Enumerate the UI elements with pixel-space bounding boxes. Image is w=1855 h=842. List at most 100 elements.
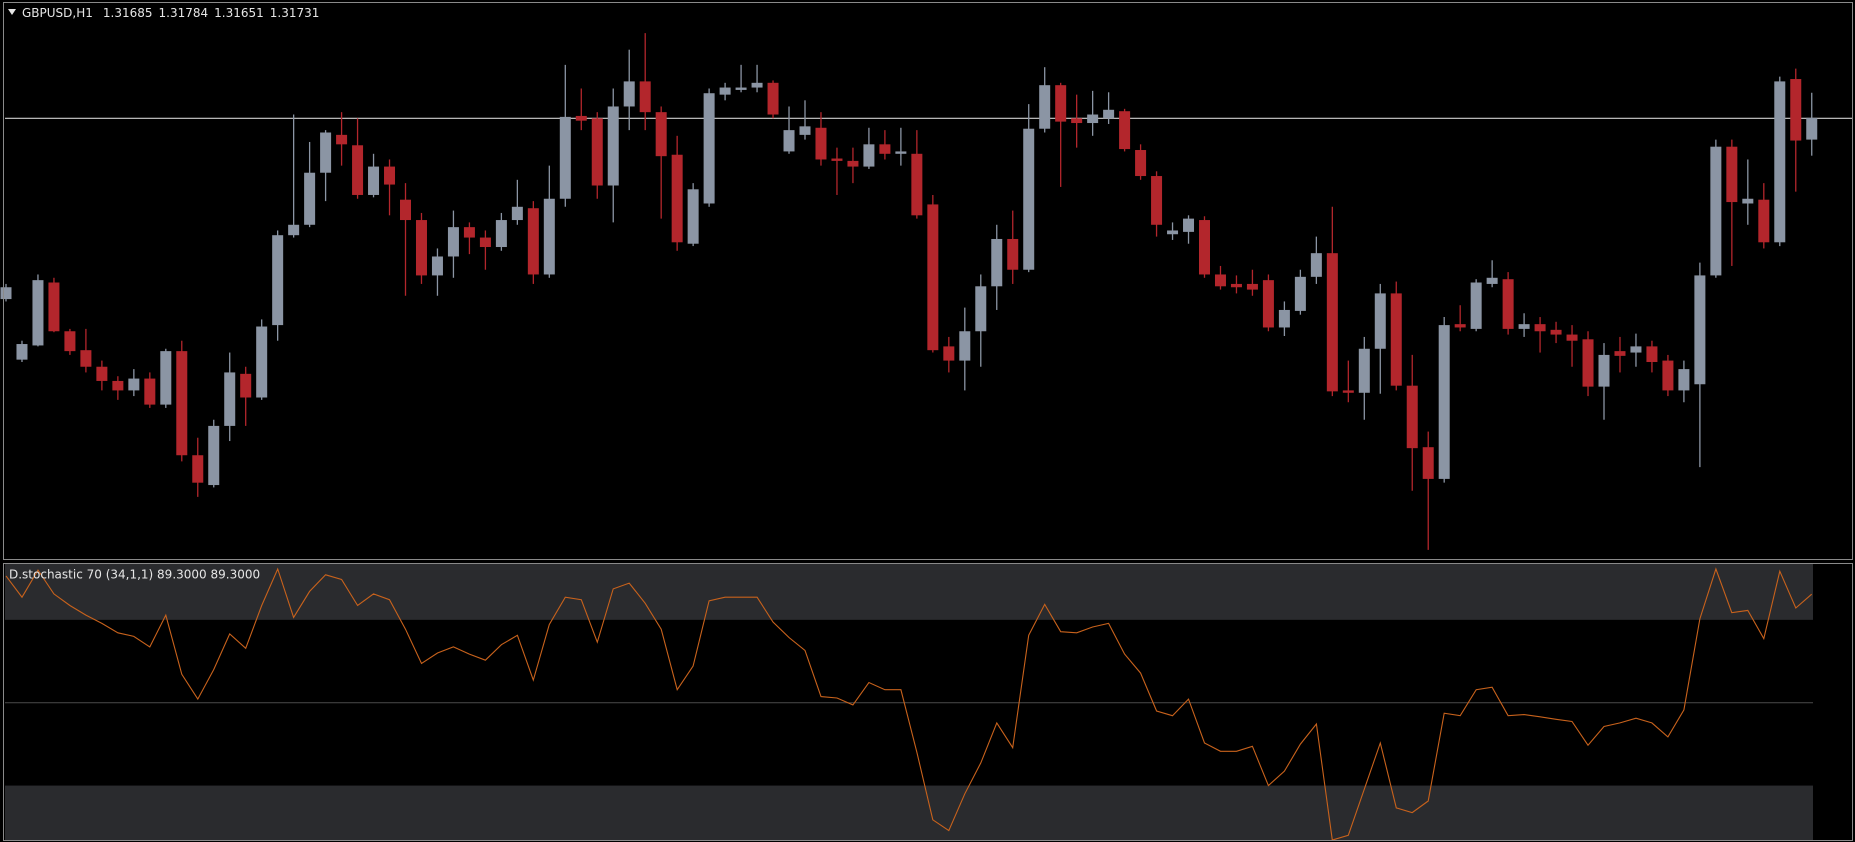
candle-body (1566, 334, 1578, 341)
candle-body (1039, 85, 1051, 129)
candle-body (1534, 324, 1546, 332)
candle-body (1183, 218, 1195, 232)
candle-body (1087, 114, 1099, 124)
candle-body (16, 344, 28, 360)
candle-body (783, 130, 795, 152)
candle-body (1103, 109, 1115, 119)
candle-body (1294, 276, 1306, 311)
candle-body (128, 378, 140, 391)
candle-body (1502, 279, 1514, 329)
candle-body (1230, 283, 1242, 288)
candle-body (1790, 79, 1802, 141)
candle-body (240, 373, 252, 398)
candle-body (927, 204, 939, 351)
candle-body (192, 455, 204, 483)
candle-body (1278, 309, 1290, 328)
candle-body (1614, 351, 1626, 356)
candle-body (527, 208, 539, 275)
close-value: 1.31731 (270, 6, 320, 20)
candle-body (639, 81, 651, 113)
candle-body (959, 331, 971, 361)
candle-body (1167, 230, 1179, 235)
candle-body (1055, 85, 1067, 122)
candle-body (1214, 274, 1226, 287)
candle-body (1374, 293, 1386, 349)
candle-body (304, 172, 316, 225)
candle-body (1710, 146, 1722, 276)
candle-body (1135, 150, 1147, 177)
candle-body (48, 282, 60, 332)
candle-body (160, 351, 172, 405)
candle-body (352, 145, 364, 195)
candle-body (543, 198, 555, 275)
candle-body (112, 380, 124, 391)
candle-body (1326, 253, 1338, 392)
oversold-band (5, 785, 1813, 841)
candle-body (80, 350, 92, 367)
candle-body (1342, 390, 1354, 393)
candle-body (1310, 253, 1322, 277)
candle-body (687, 189, 699, 244)
candle-body (400, 199, 411, 221)
candle-body (431, 256, 443, 276)
candle-body (1358, 348, 1370, 393)
candle-body (911, 153, 923, 216)
candle-body (1726, 146, 1738, 203)
candle-body (176, 351, 188, 456)
candle-body (623, 81, 635, 107)
candle-body (719, 87, 731, 95)
candle-body (1742, 198, 1754, 204)
candle-body (256, 326, 268, 398)
low-value: 1.31651 (214, 6, 264, 20)
candle-body (1438, 325, 1450, 479)
candle-body (208, 425, 220, 486)
high-value: 1.31784 (159, 6, 209, 20)
candle-body (368, 166, 380, 195)
candle-body (288, 224, 300, 236)
candle-body (415, 220, 427, 276)
candle-body (815, 127, 827, 160)
overbought-band (5, 564, 1813, 620)
candle-body (943, 346, 955, 361)
candle-body (591, 118, 603, 186)
candle-body (1806, 117, 1818, 140)
stochastic-line (5, 567, 1813, 841)
candle-body (975, 286, 987, 332)
candle-body (767, 82, 779, 115)
candle-body (607, 106, 619, 186)
open-value: 1.31685 (103, 6, 153, 20)
candle-body (671, 154, 683, 243)
candle-body (1151, 176, 1163, 225)
candle-body (1262, 280, 1274, 328)
collapse-arrow[interactable] (8, 9, 16, 15)
candle-body (575, 115, 587, 121)
candle-body (224, 372, 236, 426)
candle-body (1598, 354, 1610, 387)
candle-body (1646, 346, 1658, 363)
candle-body (1774, 81, 1786, 243)
candle-body (895, 151, 907, 154)
candle-body (751, 82, 763, 88)
candle-body (559, 116, 571, 199)
indicator-panel (5, 564, 1813, 841)
candle-body (479, 237, 491, 248)
candle-body (96, 366, 108, 381)
candle-body (32, 280, 44, 346)
candle-body (1246, 283, 1258, 290)
candle-body (1422, 447, 1434, 479)
candle-body (1486, 277, 1498, 284)
candle-body (511, 206, 523, 221)
candle-body (1758, 199, 1770, 243)
price-header: GBPUSD,H1 1.31685 1.31784 1.31651 1.31731 (22, 6, 319, 20)
candle-body (847, 160, 859, 167)
candle-body (1199, 220, 1210, 275)
candle-body (64, 331, 76, 352)
candle-body (447, 227, 459, 257)
candle-body (1023, 128, 1035, 270)
candle-body (0, 287, 12, 300)
candle-body (1007, 238, 1019, 270)
candle-body (655, 112, 667, 157)
candle-body (320, 132, 332, 173)
